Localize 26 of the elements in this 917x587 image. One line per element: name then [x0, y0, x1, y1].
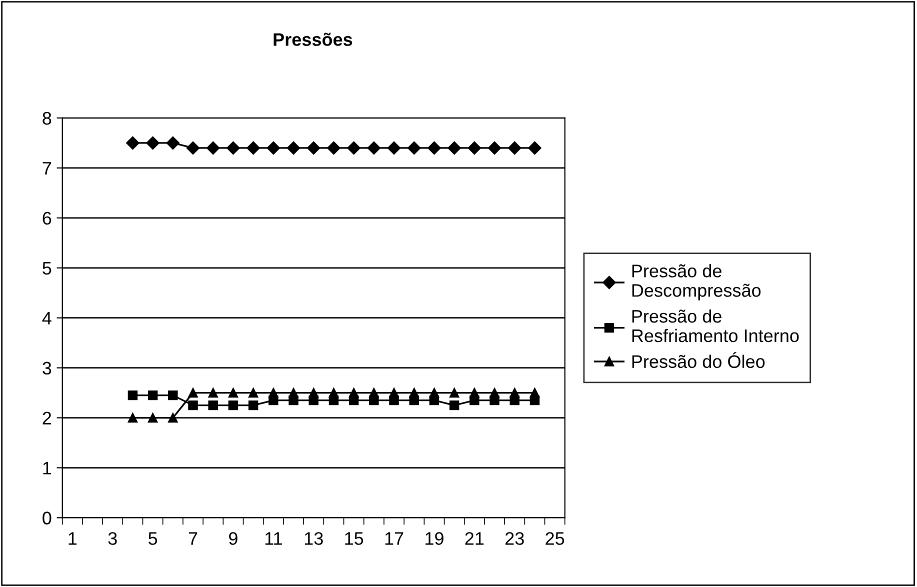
x-tick-label: 7: [188, 532, 198, 545]
y-tick-label: 0: [42, 512, 52, 524]
y-tick-label: 5: [42, 262, 52, 275]
legend-label: Pressão de Descompressão: [632, 264, 761, 300]
y-tick-label: 6: [42, 212, 52, 225]
x-tick-label: 5: [148, 532, 158, 545]
y-tick-label: 1: [43, 462, 52, 474]
x-tick-label: 17: [385, 532, 404, 545]
chart-title: Pressões: [274, 32, 352, 46]
x-tick-label: 11: [265, 532, 282, 545]
x-tick-label: 9: [229, 532, 238, 545]
x-tick-label: 21: [465, 532, 484, 545]
x-tick-label: 25: [546, 532, 564, 545]
x-tick-label: 19: [426, 532, 444, 545]
legend-label: Pressão do Óleo: [632, 352, 765, 368]
x-tick-label: 15: [345, 532, 364, 545]
x-tick-label: 3: [108, 532, 117, 545]
legend-label: Pressão de Resfriamento Interno: [632, 309, 799, 342]
y-tick-label: 7: [42, 162, 52, 174]
y-tick-label: 3: [42, 362, 52, 375]
x-tick-label: 13: [304, 532, 323, 545]
y-tick-label: 8: [42, 112, 52, 125]
y-tick-label: 2: [42, 412, 52, 424]
x-tick-label: 23: [505, 532, 524, 545]
y-tick-label: 4: [42, 312, 52, 324]
x-tick-label: 1: [68, 532, 77, 545]
